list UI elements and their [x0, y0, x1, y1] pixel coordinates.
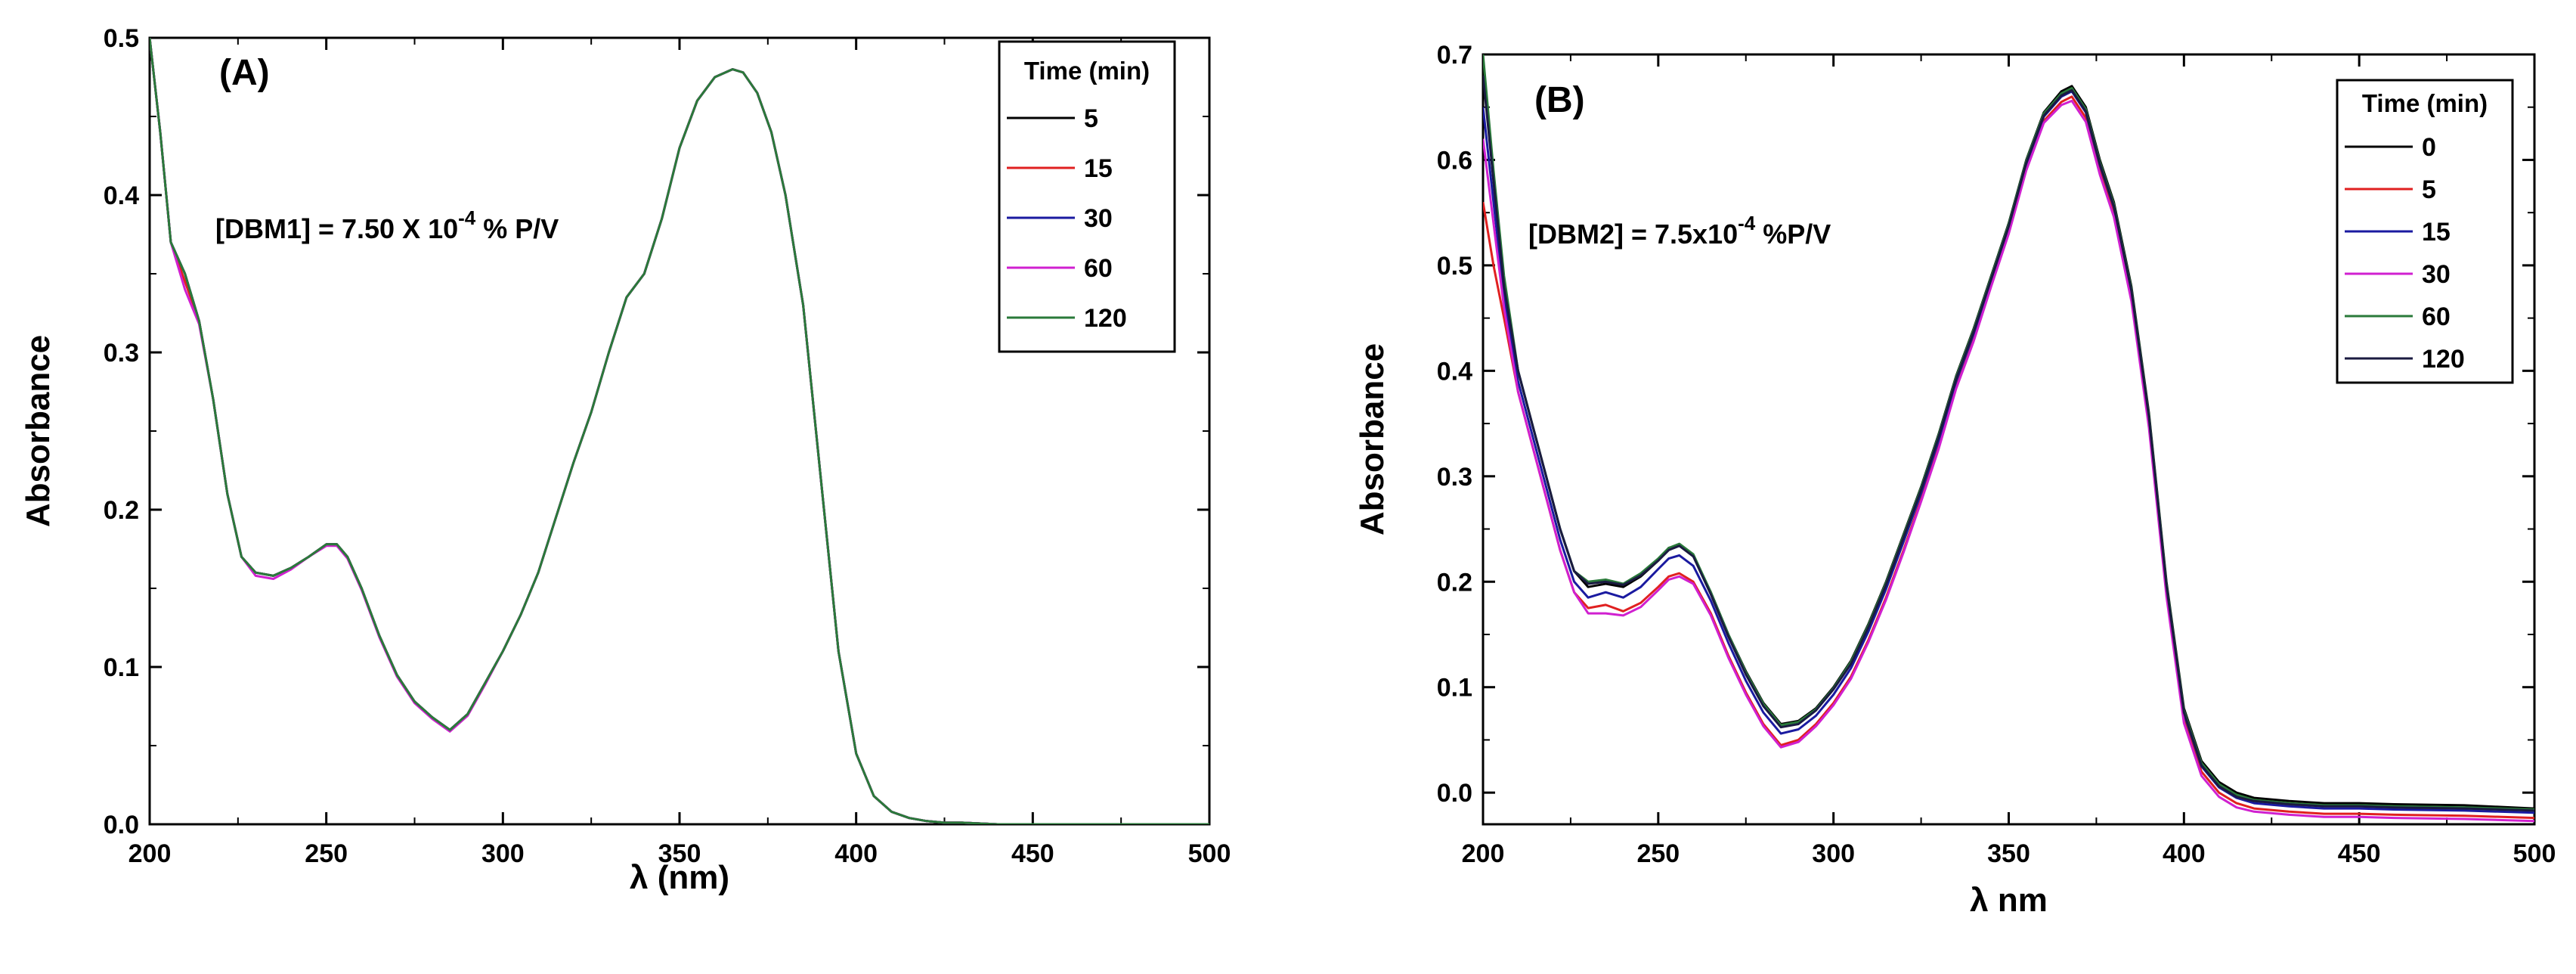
y-tick-label: 0.0 [104, 811, 139, 839]
annotation-prefix: [DBM1] = 7.50 X 10 [215, 213, 458, 244]
legend-item-5: 5 [2422, 175, 2436, 204]
y-tick-label: 0.0 [1437, 779, 1472, 808]
x-tick-label: 200 [1462, 839, 1505, 868]
legend: Time (min) 0 5 15 30 60 120 [2336, 79, 2514, 384]
x-tick-label: 450 [2338, 839, 2381, 868]
annotation-suffix: %P/V [1755, 219, 1831, 250]
y-tick-label: 0.4 [1437, 357, 1472, 386]
y-tick-label: 0.4 [104, 181, 139, 210]
legend-item-120: 120 [1084, 304, 1127, 333]
annotation-exponent: -4 [1738, 212, 1756, 234]
series-line-120 [150, 38, 1209, 824]
legend-item-30: 30 [2422, 260, 2451, 289]
x-tick-label: 350 [658, 839, 701, 868]
x-tick-label: 250 [305, 839, 348, 868]
y-tick-label: 0.7 [1437, 41, 1472, 70]
y-tick-label: 0.2 [104, 496, 139, 525]
legend-item-60: 60 [2422, 302, 2451, 331]
x-tick-label: 450 [1011, 839, 1054, 868]
panel-label: (A) [219, 53, 270, 93]
y-tick-label: 0.3 [1437, 463, 1472, 492]
chart-panel-1: 200 250 300 350 400 450 500 0.0 0.1 0.2 0.3 0.4 0.5 (… [20, 24, 1231, 896]
y-tick-label: 0.6 [1437, 146, 1472, 175]
panel-label: (B) [1534, 80, 1585, 120]
x-tick-label: 400 [2163, 839, 2206, 868]
x-tick-label: 300 [481, 839, 525, 868]
annotation-exponent: -4 [458, 206, 476, 229]
legend: Time (min) 5 15 30 60 120 [998, 40, 1176, 353]
legend-title: Time (min) [2362, 89, 2488, 117]
y-axis-label: Absorbance [1354, 343, 1391, 535]
annotation-suffix: % P/V [475, 213, 559, 244]
y-tick-label: 0.1 [104, 653, 139, 682]
x-tick-label: 350 [1987, 839, 2030, 868]
legend-box [998, 40, 1176, 353]
series-line-120 [1483, 75, 2534, 812]
legend-item-30: 30 [1084, 204, 1113, 233]
series-line-30 [1483, 99, 2534, 823]
x-tick-label: 200 [128, 839, 172, 868]
x-tick-label: 300 [1812, 839, 1855, 868]
legend-item-0: 0 [2422, 133, 2436, 162]
x-axis-label: λ (nm) [630, 859, 729, 896]
x-tick-label: 250 [1636, 839, 1680, 868]
legend-item-15: 15 [1084, 154, 1113, 183]
y-tick-label: 0.1 [1437, 674, 1472, 703]
concentration-annotation: [DBM1] = 7.50 X 10-4 % P/V [215, 206, 559, 244]
y-tick-label: 0.3 [104, 339, 139, 368]
y-axis-label: Absorbance [20, 335, 57, 527]
chart-panel-2: 200 250 300 350 400 450 5000.00.10.20.30.40.50… [1354, 41, 2556, 919]
annotation-prefix: [DBM2] = 7.5x10 [1528, 219, 1738, 250]
legend-item-60: 60 [1084, 254, 1113, 283]
x-tick-label: 500 [1188, 839, 1231, 868]
legend-item-15: 15 [2422, 218, 2451, 247]
x-axis-label: λ nm [1970, 882, 2048, 919]
legend-title: Time (min) [1024, 57, 1150, 85]
y-tick-label: 0.2 [1437, 568, 1472, 597]
x-tick-label: 500 [2513, 839, 2556, 868]
y-tick-label: 0.5 [1437, 252, 1472, 281]
y-tick-label: 0.5 [104, 24, 139, 53]
concentration-annotation: [DBM2] = 7.5x10-4 %P/V [1528, 212, 1831, 250]
x-tick-label: 400 [834, 839, 878, 868]
legend-item-5: 5 [1084, 104, 1098, 133]
legend-item-120: 120 [2422, 345, 2465, 374]
